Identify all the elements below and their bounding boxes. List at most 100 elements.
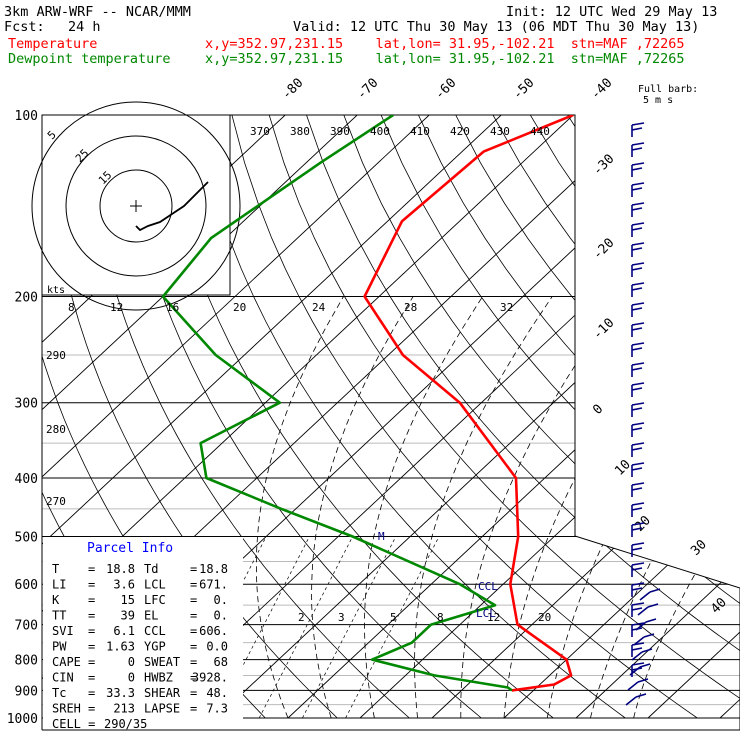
moist-adiabat xyxy=(590,296,740,719)
moist-adiabat xyxy=(503,296,692,719)
mixing-ratio-label: 20 xyxy=(538,611,551,624)
wind-barb-flag xyxy=(631,147,643,151)
theta-label: 420 xyxy=(450,125,470,138)
wind-barb xyxy=(637,606,649,616)
wind-barb-flag xyxy=(631,342,645,346)
wind-barb-flag xyxy=(631,227,643,231)
parcel-info-rows: T = 18.8 Td = 18.8LI = 3.6 LCL = 671.K = 15 LFC = 0.TT =… xyxy=(52,562,228,731)
wind-barb-flag xyxy=(631,282,645,286)
parcel-equals: = xyxy=(190,702,197,716)
parcel-equals: = xyxy=(190,562,197,576)
theta-label: 440 xyxy=(530,125,550,138)
temperature-station-info: x,y=352.97,231.15 lat,lon= 31.95,-102.21… xyxy=(205,36,685,52)
parcel-param-name: Td xyxy=(144,562,158,576)
parcel-cell-label: CELL = xyxy=(52,717,95,731)
wind-barb-flag xyxy=(631,182,645,186)
wind-barb-flag xyxy=(631,467,643,471)
temperature-tick-label: -50 xyxy=(510,76,537,103)
wind-barb-flag xyxy=(631,587,643,591)
wind-barb-flag xyxy=(631,187,643,191)
parcel-param-name: YGP xyxy=(144,640,166,654)
mixing-ratio-label: 12 xyxy=(110,301,123,314)
theta-label: 430 xyxy=(490,125,510,138)
wind-barbs xyxy=(625,122,661,706)
dry-adiabat xyxy=(156,115,554,719)
temperature-trace xyxy=(363,115,574,692)
parcel-param-value: 0 xyxy=(128,671,135,685)
dry-adiabat xyxy=(231,115,698,719)
dry-adiabat xyxy=(716,115,740,719)
parcel-equals: = xyxy=(88,655,95,669)
isotherm-line xyxy=(503,115,740,719)
wind-barb-flag xyxy=(631,527,643,531)
moist-adiabat xyxy=(633,296,740,719)
parcel-param-name: Tc xyxy=(52,686,66,700)
pressure-tick-label: 700 xyxy=(15,619,38,634)
temperature-tick-label: 40 xyxy=(708,595,730,617)
parcel-param-value: 33.3 xyxy=(106,686,135,700)
temperature-tick-label: -80 xyxy=(279,76,306,103)
dewpoint-station-info: x,y=352.97,231.15 lat,lon= 31.95,-102.21… xyxy=(205,51,685,67)
parcel-info-panel: Parcel Info T = 18.8 Td = 18.8LI = 3.6 LCL = 671.K… xyxy=(43,537,243,731)
wind-barb-flag xyxy=(643,633,655,638)
wind-barb-flag xyxy=(631,447,643,451)
mixing-ratio-label: 2 xyxy=(298,611,305,624)
parcel-param-value: 671. xyxy=(199,578,228,592)
theta-label: 380 xyxy=(290,125,310,138)
wind-barb-flag xyxy=(631,222,645,226)
model-title: 3km ARW-WRF -- NCAR/MMM xyxy=(4,4,191,20)
parcel-param-name: LI xyxy=(52,578,66,592)
wind-barb-flag xyxy=(631,307,643,311)
mixing-ratio-label: 12 xyxy=(487,611,500,624)
parcel-param-name: CAPE xyxy=(52,655,81,669)
isotherm-line xyxy=(575,115,740,719)
wind-barb xyxy=(625,696,637,706)
barb-legend-title: Full barb: xyxy=(638,84,698,95)
theta-label: 410 xyxy=(410,125,430,138)
parcel-param-value: 7.3 xyxy=(206,702,228,716)
hodograph-axis-label: kts xyxy=(47,285,65,296)
pressure-tick-label: 200 xyxy=(15,291,38,306)
isotherm-line xyxy=(42,115,358,719)
parcel-info-title: Parcel Info xyxy=(87,541,173,556)
parcel-equals: = xyxy=(190,593,197,607)
pressure-tick-label: 1000 xyxy=(7,712,38,727)
wind-barb-flag xyxy=(631,142,645,146)
wind-barb xyxy=(639,591,651,601)
parcel-param-name: T xyxy=(52,562,59,576)
wind-barb-flag xyxy=(631,522,645,526)
pressure-tick-label: 400 xyxy=(15,472,38,487)
parcel-equals: = xyxy=(88,640,95,654)
dry-adiabat xyxy=(380,115,740,719)
parcel-param-name: CCL xyxy=(144,624,166,638)
parcel-param-name: PW xyxy=(52,640,67,654)
parcel-param-name: TT xyxy=(52,609,66,623)
dry-adiabat xyxy=(268,115,740,719)
parcel-param-value: 213 xyxy=(113,702,135,716)
theta-label: 390 xyxy=(330,125,350,138)
parcel-equals: = xyxy=(88,562,95,576)
parcel-equals: = xyxy=(88,578,95,592)
barb-legend-value: 5 m s xyxy=(643,95,673,106)
forecast-label: Fcst: xyxy=(4,19,45,35)
parcel-param-value: 39 xyxy=(121,609,135,623)
temperature-tick-label: -30 xyxy=(590,152,617,179)
wind-barb xyxy=(631,651,643,661)
isotherm-line xyxy=(215,115,740,719)
hodograph-trace xyxy=(135,181,209,232)
parcel-param-value: 0. xyxy=(214,609,228,623)
wind-barb-flag xyxy=(631,442,645,446)
wind-barb-flag xyxy=(631,362,645,366)
parcel-equals: = xyxy=(190,686,197,700)
parcel-equals: = xyxy=(88,624,95,638)
parcel-param-name: SVI xyxy=(52,624,74,638)
parcel-param-value: 0 xyxy=(128,655,135,669)
wind-barb xyxy=(629,666,641,676)
temperature-tick-label: 30 xyxy=(688,537,710,559)
parcel-param-value: 0. xyxy=(214,593,228,607)
dry-adiabat xyxy=(567,115,740,719)
parcel-equals: = xyxy=(190,655,197,669)
wind-barb-flag xyxy=(631,402,645,406)
parcel-param-value: 68 xyxy=(214,655,228,669)
wind-barb xyxy=(627,681,639,691)
